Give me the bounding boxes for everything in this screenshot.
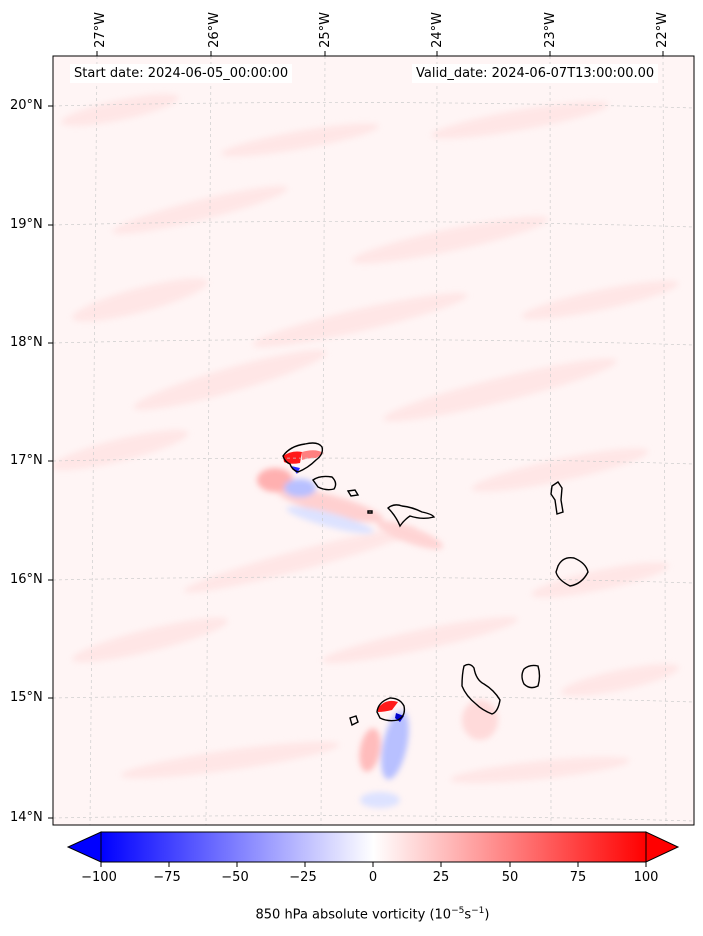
lon-label-26w: 26°W xyxy=(207,12,222,48)
lon-label-25w: 25°W xyxy=(318,12,333,48)
weak-vorticity-streaks xyxy=(53,94,679,783)
raso-coast xyxy=(367,510,373,514)
strong-vorticity-spots xyxy=(283,450,404,722)
colorbar-title: 850 hPa absolute vorticity (10−5s−1) xyxy=(0,906,703,922)
santa-luzia-coast xyxy=(346,489,360,497)
colorbar-title-exp2: −1 xyxy=(471,906,485,916)
sao-vicente-coast xyxy=(312,475,337,491)
map-gridlines xyxy=(53,56,694,825)
boa-vista-coast xyxy=(555,556,589,587)
start-date-label: Start date: 2024-06-05_00:00:00 xyxy=(70,64,293,83)
colorbar-gradient xyxy=(100,831,647,863)
colorbar-tick-label: 0 xyxy=(368,870,378,885)
colorbar-tick-label: −50 xyxy=(221,870,249,885)
colorbar-tick-label: 100 xyxy=(633,870,659,885)
colorbar-tick-label: −100 xyxy=(81,870,117,885)
colorbar-max-extend xyxy=(645,831,680,863)
sal-coast xyxy=(550,481,564,515)
colorbar-tick-label: −25 xyxy=(289,870,317,885)
island-coastlines xyxy=(282,442,589,727)
santo-antao-coast xyxy=(282,442,324,473)
valid-date-label: Valid_date: 2024-06-07T13:00:00.00 xyxy=(412,64,659,83)
colorbar-tick-label: 25 xyxy=(432,870,450,885)
sao-nicolau-coast xyxy=(386,504,436,528)
colorbar-title-prefix: 850 hPa absolute vorticity (10 xyxy=(255,907,452,923)
lat-label-16n: 16°N xyxy=(10,572,43,587)
lon-label-23w: 23°W xyxy=(543,12,558,48)
lon-label-24w: 24°W xyxy=(430,12,445,48)
lat-label-15n: 15°N xyxy=(10,690,43,705)
map-frame xyxy=(52,55,695,826)
colorbar-title-suffix: ) xyxy=(484,907,490,923)
fogo-coast xyxy=(376,697,406,722)
lon-label-27w: 27°W xyxy=(93,12,108,48)
colorbar-tick-label: −75 xyxy=(153,870,181,885)
island-wake-features xyxy=(257,468,498,808)
colorbar-min-extend xyxy=(66,831,102,863)
lat-label-17n: 17°N xyxy=(10,453,43,468)
colorbar-tick-label: 50 xyxy=(501,870,519,885)
axis-ticks xyxy=(48,51,664,819)
colorbar-tick-label: 75 xyxy=(569,870,587,885)
lat-label-20n: 20°N xyxy=(10,98,43,113)
maio-coast xyxy=(521,664,541,689)
colorbar-title-exp1: −5 xyxy=(451,906,465,916)
brava-coast xyxy=(349,715,359,727)
colorbar-title-mid: s xyxy=(464,907,472,923)
santiago-coast xyxy=(461,663,501,715)
lon-label-22w: 22°W xyxy=(655,12,670,48)
lat-label-19n: 19°N xyxy=(10,217,43,232)
lat-label-14n: 14°N xyxy=(10,810,43,825)
vorticity-field xyxy=(53,56,694,825)
colorbar xyxy=(66,831,680,867)
lat-label-18n: 18°N xyxy=(10,335,43,350)
